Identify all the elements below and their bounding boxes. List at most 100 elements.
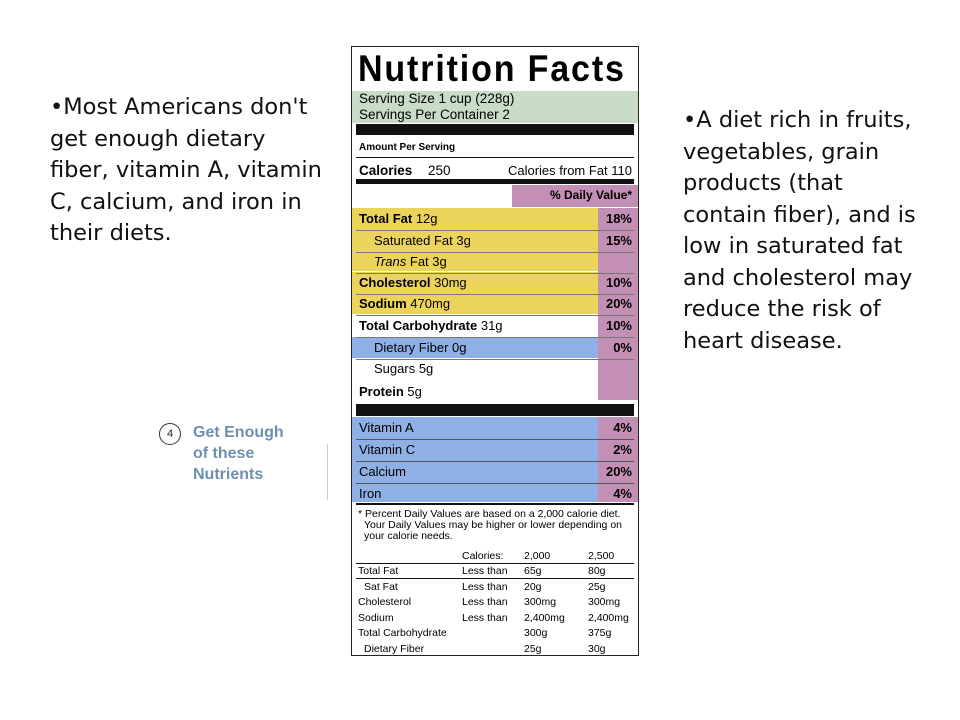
nutrient-pct: 20% xyxy=(605,296,632,311)
dv-table-cell-qual: Less than xyxy=(462,611,508,624)
callout-title: Get Enough of these Nutrients xyxy=(193,422,284,485)
row-divider xyxy=(356,273,634,274)
dv-table-cell-name: Total Fat xyxy=(358,565,399,577)
right-bullet-text: •A diet rich in fruits, vegetables, grai… xyxy=(683,107,916,354)
nutrient-pct: 10% xyxy=(605,318,632,333)
row-divider xyxy=(356,230,634,231)
nutrient-amount: 470mg xyxy=(410,296,451,311)
callout-line-1: Get Enough xyxy=(193,424,284,441)
dv-table-divider xyxy=(356,563,634,564)
dv-table-cell-v1: 20g xyxy=(524,580,542,593)
row-divider xyxy=(356,483,634,484)
vitamin-name: Calcium xyxy=(359,464,406,479)
row-divider xyxy=(356,252,634,253)
nutrient-name: Sodium xyxy=(359,296,407,311)
nutrient-pct: 10% xyxy=(605,275,632,290)
vitamins-band xyxy=(352,417,598,502)
nutrient-row-5: Total Carbohydrate 31g xyxy=(359,318,503,333)
servings-per-container: Servings Per Container 2 xyxy=(359,107,510,122)
vitamin-pct: 20% xyxy=(605,464,632,479)
dv-table-cell-qual: Less than xyxy=(462,596,508,608)
nutrient-pct: 0% xyxy=(613,340,632,355)
dv-table-cell-name: Total Carbohydrate xyxy=(358,627,447,639)
thick-divider-protein xyxy=(356,404,634,416)
dv-table-cell-v1: 300g xyxy=(524,627,548,639)
footnote-line-1: * Percent Daily Values are based on a 2,… xyxy=(358,508,621,520)
nutrient-amount: Fat 3g xyxy=(409,254,447,269)
calories-value: 250 xyxy=(428,163,451,178)
row-divider xyxy=(356,461,634,462)
nutrient-amount: 31g xyxy=(480,318,503,333)
nutrient-amount: 0g xyxy=(452,340,467,355)
callout-line-2: of these xyxy=(193,445,255,462)
row-divider xyxy=(356,359,634,360)
thin-divider-amount xyxy=(356,157,634,158)
dv-table-cell-v1: 65g xyxy=(524,565,542,577)
medium-divider-calories xyxy=(356,179,634,184)
nutrient-row-8: Protein 5g xyxy=(359,384,422,399)
calories-from-fat: Calories from Fat 110 xyxy=(507,163,632,178)
vitamin-name: Vitamin C xyxy=(359,442,416,457)
dv-table-cell-v2: 300mg xyxy=(588,596,621,608)
dv-table-cell-v2: 25g xyxy=(588,580,606,593)
vitamin-pct: 4% xyxy=(613,420,632,435)
serving-size: Serving Size 1 cup (228g) xyxy=(359,91,515,106)
nutrient-name: Sugars xyxy=(374,361,416,376)
dv-table-header-label: Calories: xyxy=(462,550,504,562)
dv-table-cell-v1: 300mg xyxy=(524,596,557,608)
nutrient-name: Cholesterol xyxy=(359,275,431,290)
nutrient-name: Saturated Fat xyxy=(374,233,453,248)
dv-table-header-col1: 2,000 xyxy=(524,550,551,562)
nutrient-row-2: Trans Fat 3g xyxy=(374,254,447,269)
nutrient-row-1: Saturated Fat 3g xyxy=(374,233,471,248)
nutrient-row-3: Cholesterol 30mg xyxy=(359,275,467,290)
footnote-line-3: your calorie needs. xyxy=(364,530,453,542)
dv-table-cell-v2: 30g xyxy=(588,642,606,655)
callout-line-3: Nutrients xyxy=(193,466,264,483)
row-divider xyxy=(356,439,634,440)
dv-table-cell-v2: 80g xyxy=(588,565,606,577)
dv-table-cell-name: Dietary Fiber xyxy=(364,642,425,655)
nutrient-pct: 15% xyxy=(605,233,632,248)
nutrient-name: Total Fat xyxy=(359,211,413,226)
label-title: Nutrition Facts xyxy=(358,48,626,89)
nutrient-amount: 30mg xyxy=(434,275,467,290)
callout-divider xyxy=(327,444,328,500)
dv-table-cell-name: Sat Fat xyxy=(364,580,398,593)
daily-value-header: % Daily Value* xyxy=(549,188,632,202)
nutrient-row-6: Dietary Fiber 0g xyxy=(374,340,467,355)
nutrient-amount: 5g xyxy=(418,361,434,376)
nutrient-amount: 12g xyxy=(415,211,438,226)
dv-table-header-col2: 2,500 xyxy=(588,550,615,562)
nutrient-name: Total Carbohydrate xyxy=(359,318,478,333)
nutrient-name: Trans xyxy=(374,254,407,269)
row-divider xyxy=(356,294,634,295)
vitamin-pct: 4% xyxy=(613,486,632,501)
thick-divider-top xyxy=(356,124,634,135)
vitamin-pct: 2% xyxy=(613,442,632,457)
vitamins-pct-column xyxy=(598,417,638,502)
dv-table-cell-qual: Less than xyxy=(462,580,508,593)
vitamin-name: Iron xyxy=(359,486,382,501)
dv-table-cell-qual: Less than xyxy=(462,565,508,577)
left-bullet-text: •Most Americans don't get enough dietary… xyxy=(50,94,322,246)
footnote-line-2: Your Daily Values may be higher or lower… xyxy=(364,519,622,531)
step-number-badge: 4 xyxy=(159,423,181,445)
nutrient-name: Dietary Fiber xyxy=(374,340,449,355)
cholesterol-sodium-band xyxy=(352,272,598,314)
daily-value-band xyxy=(512,185,638,207)
nutrient-name: Protein xyxy=(359,384,404,399)
nutrient-amount: 3g xyxy=(456,233,471,248)
dv-table-cell-name: Sodium xyxy=(358,611,394,624)
fat-band xyxy=(352,208,598,271)
dv-table-cell-v1: 2,400mg xyxy=(524,611,565,624)
serving-info-band xyxy=(352,91,638,123)
nutrition-facts-label: Nutrition Facts Serving Size 1 cup (228g… xyxy=(351,46,639,656)
dv-table-cell-v2: 375g xyxy=(588,627,612,639)
nutrient-pct: 18% xyxy=(605,211,632,226)
calories-label: Calories xyxy=(359,163,413,178)
dv-table-cell-v2: 2,400mg xyxy=(588,611,629,624)
dv-table-cell-v1: 25g xyxy=(524,642,542,655)
dv-table-row-divider xyxy=(356,578,634,579)
fiber-band xyxy=(352,337,598,358)
